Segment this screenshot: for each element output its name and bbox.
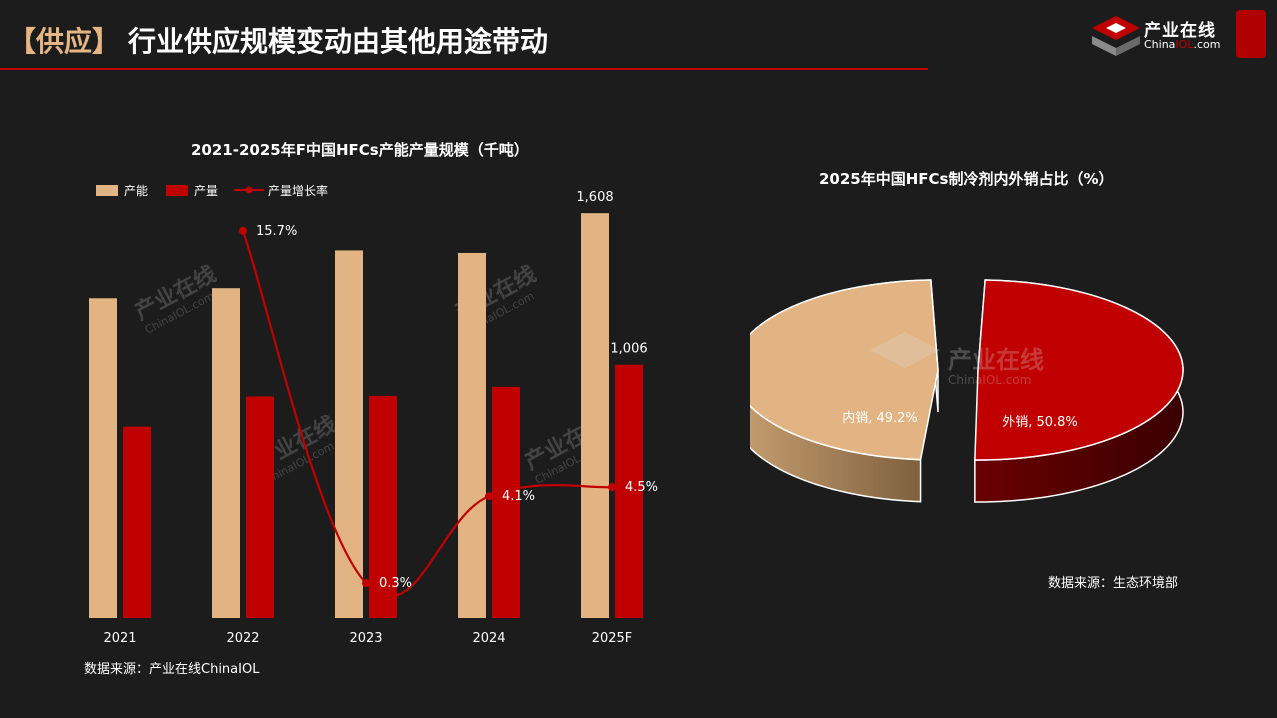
x-tick-label: 2025F bbox=[592, 631, 633, 646]
growth-marker bbox=[239, 226, 247, 235]
watermark-en: ChinaIOL.com bbox=[948, 373, 1031, 387]
bar-line-chart: 产业在线ChinaIOL.com产业在线ChinaIOL.com产业在线Chin… bbox=[89, 183, 658, 646]
legend: 产能 产量 产量增长率 bbox=[96, 183, 328, 198]
bar-output bbox=[123, 426, 151, 618]
left-chart-title: 2021-2025年F中国HFCs产能产量规模（千吨） bbox=[191, 141, 529, 159]
x-tick-label: 2021 bbox=[103, 631, 136, 646]
x-tick-label: 2024 bbox=[472, 631, 505, 646]
right-chart-source: 数据来源：生态环境部 bbox=[1048, 576, 1179, 591]
right-chart-title: 2025年中国HFCs制冷剂内外销占比（%） bbox=[819, 170, 1114, 188]
pie-slice-domestic-top bbox=[750, 279, 939, 461]
pie-label-domestic: 内销, 49.2% bbox=[842, 410, 918, 426]
watermark-logo-icon bbox=[870, 332, 940, 368]
bar-output bbox=[369, 395, 397, 618]
legend-label-output: 产量 bbox=[194, 184, 218, 198]
data-label-growth: 0.3% bbox=[379, 576, 412, 591]
data-label-output: 1,006 bbox=[610, 342, 647, 357]
pie-slice-export-top bbox=[974, 279, 1184, 461]
data-label-capacity: 1,608 bbox=[576, 190, 613, 205]
bar-capacity bbox=[581, 213, 609, 618]
bar-capacity bbox=[335, 250, 363, 618]
pie-slice-export bbox=[974, 279, 1184, 503]
header-divider bbox=[0, 68, 928, 70]
pie-chart: 产业在线ChinaIOL.com 内销, 49.2% 外销, 50.8% bbox=[750, 279, 1184, 503]
growth-line bbox=[241, 230, 613, 598]
data-label-growth: 4.1% bbox=[502, 489, 535, 504]
watermark: 产业在线ChinaIOL.com bbox=[870, 332, 1044, 387]
bar-capacity bbox=[458, 252, 486, 619]
chinaiol-logo-icon bbox=[1092, 16, 1140, 56]
logo-domain: ChinaIOL.com bbox=[1144, 38, 1221, 51]
section-tag: 【供应】 bbox=[8, 25, 121, 58]
logo-text: 产业在线 bbox=[1144, 21, 1216, 41]
bar-output bbox=[615, 364, 643, 618]
bar-output bbox=[246, 396, 274, 618]
data-label-growth: 15.7% bbox=[256, 224, 297, 239]
legend-label-capacity: 产能 bbox=[124, 184, 148, 198]
bar-capacity bbox=[89, 298, 117, 618]
data-label-growth: 4.5% bbox=[625, 480, 658, 495]
legend-marker-growth bbox=[245, 186, 253, 194]
bar-capacity bbox=[212, 288, 240, 618]
legend-label-growth: 产量增长率 bbox=[268, 183, 328, 198]
page-title: 行业供应规模变动由其他用途带动 bbox=[128, 25, 549, 58]
watermark-cn: 产业在线 bbox=[948, 346, 1044, 374]
bar-output bbox=[492, 386, 520, 618]
legend-swatch-output bbox=[166, 185, 188, 196]
x-tick-label: 2022 bbox=[226, 631, 259, 646]
seal-stamp-icon bbox=[1236, 10, 1266, 58]
pie-label-export: 外销, 50.8% bbox=[1002, 415, 1078, 430]
legend-swatch-capacity bbox=[96, 185, 118, 196]
x-tick-label: 2023 bbox=[349, 631, 382, 646]
header: 【供应】 行业供应规模变动由其他用途带动 产业在线 ChinaIOL.com bbox=[0, 0, 1277, 70]
growth-marker bbox=[485, 492, 493, 501]
left-chart-source: 数据来源：产业在线ChinaIOL bbox=[84, 662, 260, 677]
growth-marker bbox=[608, 483, 616, 492]
pie-slice-domestic bbox=[750, 279, 939, 503]
growth-marker bbox=[362, 579, 370, 588]
